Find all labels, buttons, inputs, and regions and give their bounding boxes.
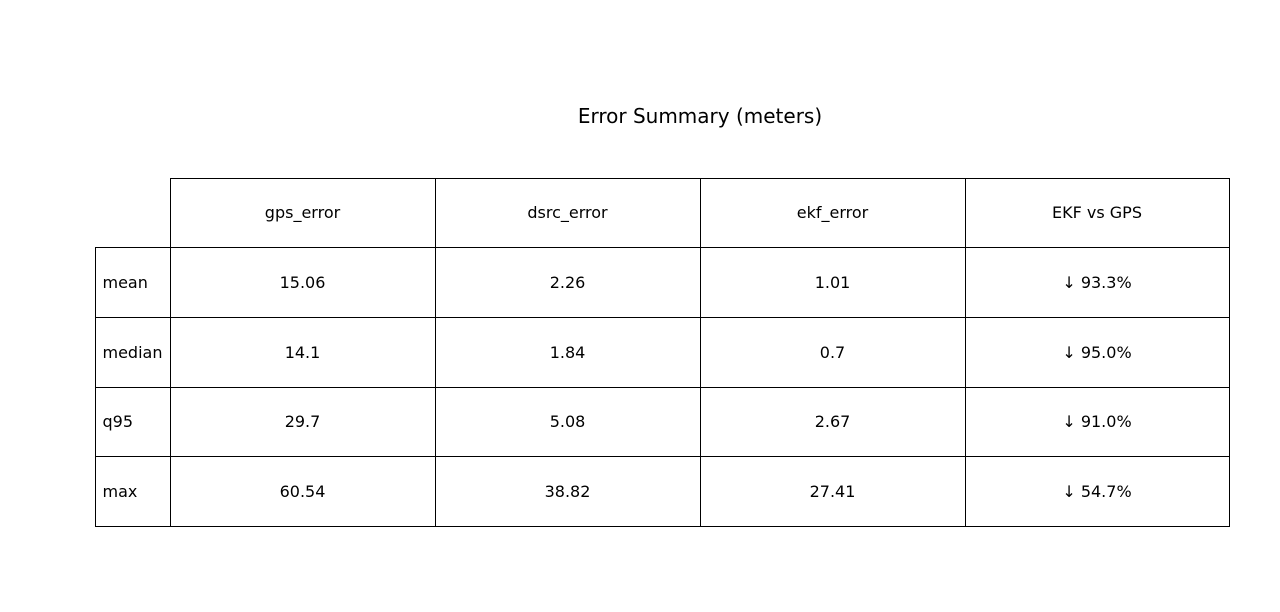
table-cell: 1.01 (699, 246, 966, 318)
row-header: mean (94, 246, 171, 318)
table-cell: 14.1 (169, 316, 436, 388)
table-cell: ↓ 95.0% (964, 316, 1230, 388)
column-header: dsrc_error (434, 177, 701, 248)
table-cell: 38.82 (434, 455, 701, 527)
column-header: EKF vs GPS (964, 177, 1230, 248)
row-header: max (94, 455, 171, 527)
table-cell: 2.26 (434, 246, 701, 318)
table-cell: 29.7 (169, 386, 436, 457)
table-cell: 5.08 (434, 386, 701, 457)
table-cell: 1.84 (434, 316, 701, 388)
table-cell: 15.06 (169, 246, 436, 318)
table-cell: 0.7 (699, 316, 966, 388)
table-cell: ↓ 54.7% (964, 455, 1230, 527)
row-header: median (94, 316, 171, 388)
row-header: q95 (94, 386, 171, 457)
table-cell: ↓ 93.3% (964, 246, 1230, 318)
table-cell: 60.54 (169, 455, 436, 527)
column-header: ekf_error (699, 177, 966, 248)
table-title: Error Summary (meters) (577, 104, 823, 128)
table-cell: 27.41 (699, 455, 966, 527)
table-cell: 2.67 (699, 386, 966, 457)
column-header: gps_error (169, 177, 436, 248)
table-cell: ↓ 91.0% (964, 386, 1230, 457)
